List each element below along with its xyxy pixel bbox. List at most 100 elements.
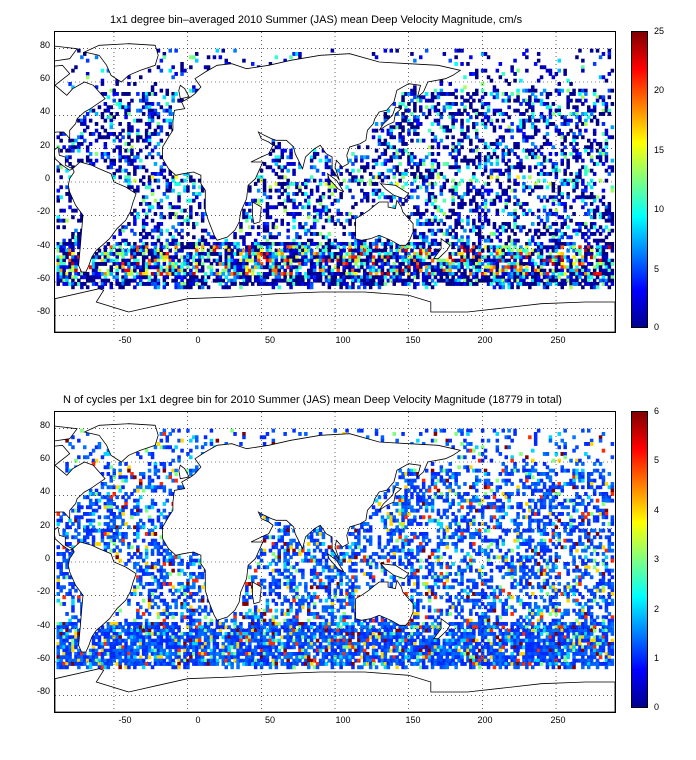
data-cell: [127, 82, 131, 86]
data-cell: [307, 228, 311, 233]
data-cell: [156, 248, 161, 253]
data-cell: [495, 138, 500, 143]
data-cell: [159, 215, 164, 220]
data-cell: [330, 275, 335, 280]
data-cell: [383, 252, 388, 256]
data-cell: [383, 492, 388, 496]
data-cell: [59, 278, 63, 283]
data-cell: [186, 185, 190, 190]
data-cell: [560, 152, 564, 156]
data-cell: [513, 142, 517, 146]
data-cell: [197, 185, 202, 190]
data-cell: [483, 198, 488, 203]
data-cell: [200, 242, 205, 246]
data-cell: [563, 282, 567, 286]
data-cell: [141, 175, 146, 180]
data-cell: [451, 488, 455, 493]
data-cell: [383, 275, 388, 280]
data-cell: [410, 242, 414, 246]
data-cell: [516, 215, 520, 220]
data-cell: [156, 222, 161, 226]
data-cell: [354, 258, 358, 263]
data-cell: [144, 232, 149, 236]
data-cell: [460, 238, 464, 243]
data-cell: [589, 225, 594, 230]
data-cell: [495, 162, 500, 166]
data-cell: [380, 128, 385, 133]
data-cell: [572, 485, 576, 490]
data-cell: [460, 132, 464, 136]
data-cell: [584, 148, 588, 153]
data-cell: [557, 235, 561, 240]
data-cell: [401, 152, 405, 156]
data-cell: [604, 208, 609, 213]
data-cell: [610, 442, 615, 446]
data-cell: [592, 265, 597, 270]
data-cell: [156, 65, 161, 70]
data-cell: [168, 182, 172, 186]
data-cell: [480, 235, 485, 240]
data-cell: [569, 172, 573, 176]
data-cell: [542, 165, 547, 170]
data-cell: [124, 115, 128, 120]
data-cell: [560, 178, 564, 183]
data-cell: [436, 228, 441, 233]
data-cell: [103, 255, 108, 260]
data-cell: [510, 265, 514, 270]
data-cell: [475, 188, 479, 193]
data-cell: [480, 95, 485, 100]
data-cell: [578, 245, 582, 250]
data-cell: [516, 485, 520, 490]
data-cell: [451, 282, 455, 286]
data-cell: [377, 268, 382, 273]
data-cell: [407, 282, 411, 286]
data-cell: [551, 202, 556, 206]
data-cell: [495, 485, 500, 490]
data-cell: [519, 258, 523, 263]
data-cell: [71, 208, 75, 213]
data-cell: [413, 188, 417, 193]
data-cell: [492, 275, 497, 280]
data-cell: [398, 275, 402, 280]
data-cell: [448, 208, 452, 213]
data-cell: [477, 205, 482, 210]
data-cell: [192, 278, 196, 283]
data-cell: [100, 272, 105, 276]
data-cell: [351, 255, 355, 260]
data-cell: [466, 165, 470, 170]
data-cell: [410, 112, 414, 116]
data-cell: [584, 145, 588, 150]
data-cell: [115, 248, 119, 253]
data-cell: [601, 448, 606, 453]
data-cell: [150, 502, 155, 506]
data-cell: [97, 498, 102, 503]
data-cell: [304, 182, 308, 186]
data-cell: [268, 152, 273, 156]
data-cell: [271, 222, 276, 226]
data-cell: [589, 112, 594, 116]
data-cell: [463, 498, 467, 503]
data-cell: [525, 155, 529, 160]
data-cell: [68, 268, 72, 273]
data-cell: [436, 108, 441, 113]
data-cell: [65, 168, 69, 173]
data-cell: [454, 272, 458, 276]
data-cell: [557, 245, 561, 250]
data-cell: [536, 265, 541, 270]
data-cell: [118, 485, 122, 490]
data-cell: [592, 198, 597, 203]
data-cell: [457, 268, 461, 273]
data-cell: [569, 245, 573, 250]
data-cell: [430, 278, 435, 283]
data-cell: [186, 172, 190, 176]
data-cell: [604, 278, 609, 283]
data-cell: [416, 222, 420, 226]
data-cell: [454, 242, 458, 246]
data-cell: [360, 175, 364, 180]
data-cell: [292, 162, 296, 166]
data-cell: [239, 228, 243, 233]
data-cell: [457, 252, 461, 256]
data-cell: [103, 145, 108, 150]
data-cell: [575, 272, 579, 276]
data-cell: [501, 138, 505, 143]
